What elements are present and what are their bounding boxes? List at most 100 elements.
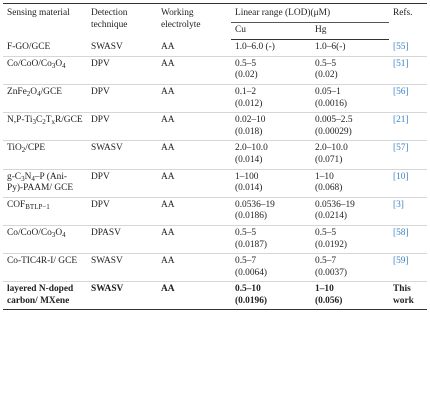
subscript: 3 [32, 118, 36, 127]
material-text: O [55, 58, 63, 69]
technique-cell: DPV [87, 169, 157, 198]
table-row: Co/CoO/Co3O4 DPV AA 0.5–5 (0.02) 0.5–5 (0.02)[… [3, 56, 427, 85]
ref-link[interactable]: This work [393, 284, 414, 306]
range-line: 0.5–7 [315, 256, 337, 267]
technique-cell: SWASV [87, 281, 157, 311]
ref-link[interactable]: [51] [393, 58, 409, 69]
material-text: g-C [7, 171, 22, 182]
hg-cell: 1–10 (0.056) [311, 281, 389, 311]
subscript: 3 [21, 174, 25, 183]
table-row: N,P-Ti3C2TxR/GCE DPV AA 0.02–10 (0.018) 0.005… [3, 112, 427, 142]
ref-link[interactable]: [10] [393, 171, 409, 182]
electrolyte-cell: AA [157, 112, 231, 142]
hg-cell: 0.5–5 (0.02) [311, 56, 389, 85]
header-cell: Hg [311, 22, 389, 41]
range-line: 0.5–5 [315, 58, 337, 69]
cu-cell: 0.5–7 (0.0064) [231, 253, 311, 283]
cu-cell: 0.0536–19 (0.0186) [231, 197, 311, 226]
material-cell: g-C3N4–P (Ani-Py)-PAAM/ GCE [3, 169, 87, 198]
subscript: 4 [37, 89, 41, 98]
ref-cell: [3] [389, 197, 427, 226]
hg-cell: 0.5–7 (0.0037) [311, 253, 389, 283]
range-line: 0.5–5 [235, 58, 257, 69]
ref-link[interactable]: [59] [393, 256, 409, 267]
electrolyte-cell: AA [157, 169, 231, 198]
material-cell: layered N-doped carbon/ MXene [3, 281, 87, 311]
subscript: 2 [42, 118, 46, 127]
cu-cell: 0.5–5 (0.0187) [231, 225, 311, 255]
range-line: (0.056) [315, 295, 343, 306]
hg-cell: 1–10 (0.068) [311, 169, 389, 198]
ref-link[interactable]: [57] [393, 143, 409, 154]
technique-cell: DPV [87, 84, 157, 114]
cu-cell: 0.5–10 (0.0196) [231, 281, 311, 311]
material-text: Co-TIC4R-I/ GCE [7, 256, 78, 267]
subscript: 2 [21, 146, 26, 155]
electrolyte-cell: AA [157, 197, 231, 226]
material-cell: Co/CoO/Co3O4 [3, 225, 87, 255]
electrolyte-cell: AA [157, 84, 231, 114]
technique-cell: SWASV [87, 140, 157, 170]
technique-cell: SWASV [87, 253, 157, 283]
range-line: (0.018) [235, 126, 263, 137]
material-text: O [55, 227, 63, 238]
hg-cell: 1.0–6(-) [311, 39, 389, 57]
subscript: 3 [51, 230, 56, 239]
ref-cell: [55] [389, 39, 427, 57]
cu-cell: 2.0–10.0 (0.014) [231, 140, 311, 170]
cu-cell: 1.0–6.0 (-) [231, 39, 311, 57]
ref-cell: [58] [389, 225, 427, 255]
ref-link[interactable]: [21] [393, 115, 409, 126]
ref-link[interactable]: [55] [393, 41, 409, 52]
ref-cell: [10] [389, 169, 427, 198]
electrolyte-cell: AA [157, 56, 231, 85]
electrolyte-cell: AA [157, 39, 231, 57]
range-line: (0.0016) [315, 98, 348, 109]
header-row: Cu Hg [3, 22, 427, 41]
material-text: TiO [7, 143, 22, 154]
hg-cell: 0.0536–19 (0.0214) [311, 197, 389, 226]
table-row: Co-TIC4R-I/ GCE SWASV AA 0.5–7 (0.0064) 0.5–7… [3, 253, 427, 283]
range-line: 2.0–10.0 [235, 143, 268, 154]
table-header: Sensing material Detection technique Wor… [3, 2, 427, 41]
hg-cell: 0.005–2.5 (0.00029) [311, 112, 389, 142]
range-line: (0.0214) [315, 211, 348, 222]
hg-cell: 2.0–10.0 (0.071) [311, 140, 389, 170]
material-cell: Co/CoO/Co3O4 [3, 56, 87, 85]
subscript: 4 [62, 230, 66, 239]
range-line: (0.014) [235, 183, 263, 194]
subscript: 2 [26, 89, 31, 98]
material-text: T [45, 115, 52, 126]
ref-link[interactable]: [58] [393, 227, 409, 238]
range-line: 0.05–1 [315, 86, 341, 97]
material-text: N,P-Ti [7, 115, 33, 126]
technique-cell: SWASV [87, 39, 157, 57]
material-text: layered N-doped carbon/ MXene [7, 284, 74, 306]
range-line: 0.005–2.5 [315, 115, 353, 126]
header-cell: Detection technique [87, 2, 157, 40]
material-text: N [24, 171, 32, 182]
material-text: O [30, 86, 38, 97]
range-line: 0.5–7 [235, 256, 257, 267]
table-row: COFBTLP−1 DPV AA 0.0536–19 (0.0186) 0.0536–19… [3, 197, 427, 226]
electrolyte-cell: AA [157, 225, 231, 255]
material-text: R/GCE [54, 115, 83, 126]
subscript: 4 [62, 61, 66, 70]
range-line: 1–100 [235, 171, 259, 182]
cu-cell: 0.02–10 (0.018) [231, 112, 311, 142]
header-cell: Working electrolyte [157, 2, 231, 40]
range-line: 1.0–6(-) [315, 42, 346, 53]
cu-cell: 0.1–2 (0.012) [231, 84, 311, 114]
range-line: 2.0–10.0 [315, 143, 348, 154]
ref-cell: [51] [389, 56, 427, 85]
range-line: (0.0192) [315, 239, 348, 250]
ref-link[interactable]: [3] [393, 199, 404, 210]
electrolyte-cell: AA [157, 253, 231, 283]
header-row: Sensing material Detection technique Wor… [3, 2, 427, 40]
range-line: 1.0–6.0 (-) [235, 42, 275, 53]
range-line: (0.071) [315, 154, 343, 165]
range-line: 1–10 [315, 171, 334, 182]
ref-cell: [57] [389, 140, 427, 170]
ref-link[interactable]: [56] [393, 86, 409, 97]
